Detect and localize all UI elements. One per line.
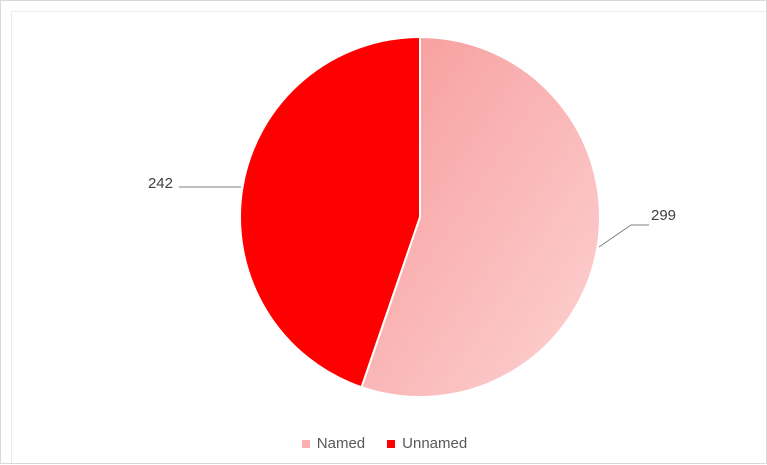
pie-slice-unnamed: [239, 35, 421, 389]
legend-swatch-unnamed: [387, 439, 396, 448]
data-label-named: 299: [651, 207, 676, 224]
leader-line-named: [598, 224, 649, 248]
pie-slices: [239, 35, 601, 398]
legend-label-named: Named: [316, 435, 366, 452]
pie-slice-named: [360, 35, 601, 398]
data-labels: 299 242: [148, 175, 676, 224]
legend-item-named: Named: [301, 435, 366, 452]
leader-lines: [179, 186, 649, 248]
data-label-unnamed: 242: [148, 175, 173, 192]
legend-item-unnamed: Unnamed: [387, 435, 467, 452]
legend: Named Unnamed: [1, 435, 767, 452]
legend-label-unnamed: Unnamed: [402, 435, 468, 452]
legend-swatch-named: [301, 439, 310, 448]
